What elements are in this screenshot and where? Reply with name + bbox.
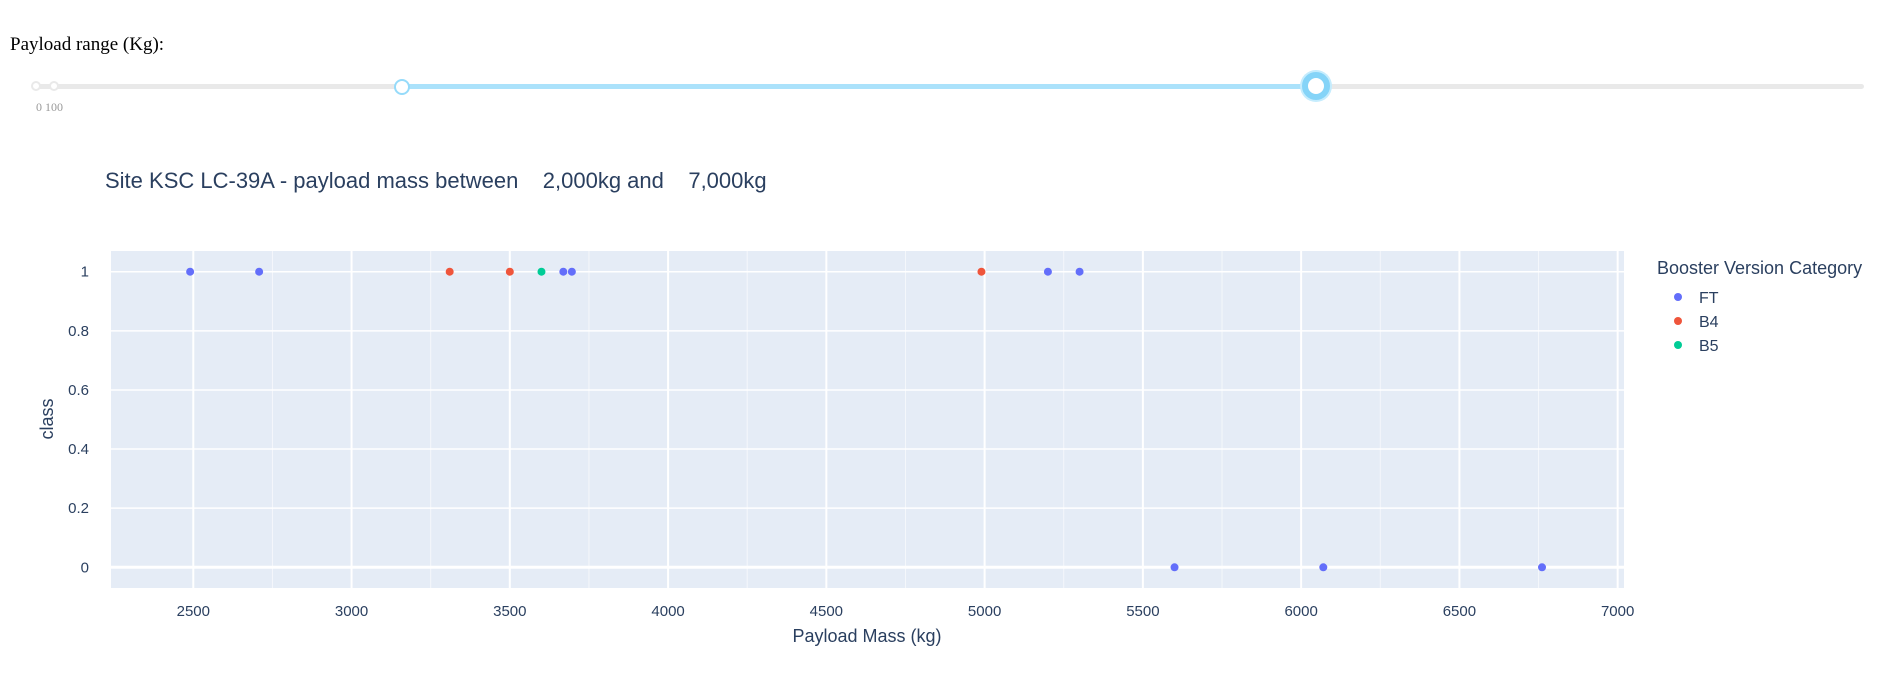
slider-handle-min[interactable] [393,79,410,95]
data-point-ft[interactable] [1319,563,1328,572]
x-tick-label: 6000 [1284,603,1317,620]
legend-label-ft[interactable]: FT [1699,290,1719,307]
legend-marker-b4[interactable] [1674,317,1682,325]
x-tick-label: 2500 [177,603,210,620]
data-point-ft[interactable] [1075,267,1084,276]
slider-marks-label: 0 100 [36,100,63,114]
payload-range-label: Payload range (Kg): [10,34,165,55]
legend-title: Booster Version Category [1657,258,1862,278]
x-tick-label: 5000 [968,603,1001,620]
legend-marker-ft[interactable] [1674,293,1682,301]
data-point-b5[interactable] [537,267,546,276]
chart-title: Site KSC LC-39A - payload mass between 2… [105,168,767,193]
x-axis-ticks: 2500 3000 3500 4000 4500 5000 5500 6000 6500 7000 [177,603,1635,620]
gridlines [111,251,1624,588]
data-points [186,267,1547,572]
x-tick-label: 3000 [335,603,368,620]
legend-label-b4[interactable]: B4 [1699,314,1719,331]
data-point-ft[interactable] [1170,563,1179,572]
data-point-ft[interactable] [186,267,195,276]
slider-selected-track[interactable] [401,84,1316,89]
data-point-ft[interactable] [255,267,264,276]
slider-handle-max[interactable] [1301,72,1330,100]
x-tick-label: 6500 [1443,603,1476,620]
x-axis-label: Payload Mass (kg) [792,626,941,646]
legend-label-b5[interactable]: B5 [1699,338,1719,355]
data-point-b4[interactable] [977,267,986,276]
slider-mark-dot[interactable] [49,81,59,91]
legend-marker-b5[interactable] [1674,341,1682,349]
scatter-chart: Site KSC LC-39A - payload mass between 2… [37,168,1862,646]
x-tick-label: 4500 [810,603,843,620]
y-tick-label: 0.8 [68,323,89,340]
legend: Booster Version Category FT B4 B5 [1657,258,1862,355]
y-tick-label: 0.4 [68,441,89,458]
y-axis-ticks: 0 0.2 0.4 0.6 0.8 1 [68,264,89,577]
data-point-ft[interactable] [559,267,568,276]
plot-area[interactable] [111,251,1624,588]
payload-range-slider[interactable]: 0 100 [31,72,1864,116]
y-tick-label: 1 [81,264,89,281]
data-point-ft[interactable] [567,267,576,276]
slider-mark-dot[interactable] [31,81,41,91]
data-point-ft[interactable] [1043,267,1052,276]
data-point-b4[interactable] [505,267,514,276]
x-tick-label: 4000 [651,603,684,620]
y-tick-label: 0.6 [68,382,89,399]
x-tick-label: 5500 [1126,603,1159,620]
y-tick-label: 0 [81,559,89,576]
y-tick-label: 0.2 [68,500,89,517]
data-point-b4[interactable] [445,267,454,276]
y-axis-label: class [37,398,57,439]
x-tick-label: 3500 [493,603,526,620]
x-tick-label: 7000 [1601,603,1634,620]
data-point-ft[interactable] [1538,563,1547,572]
